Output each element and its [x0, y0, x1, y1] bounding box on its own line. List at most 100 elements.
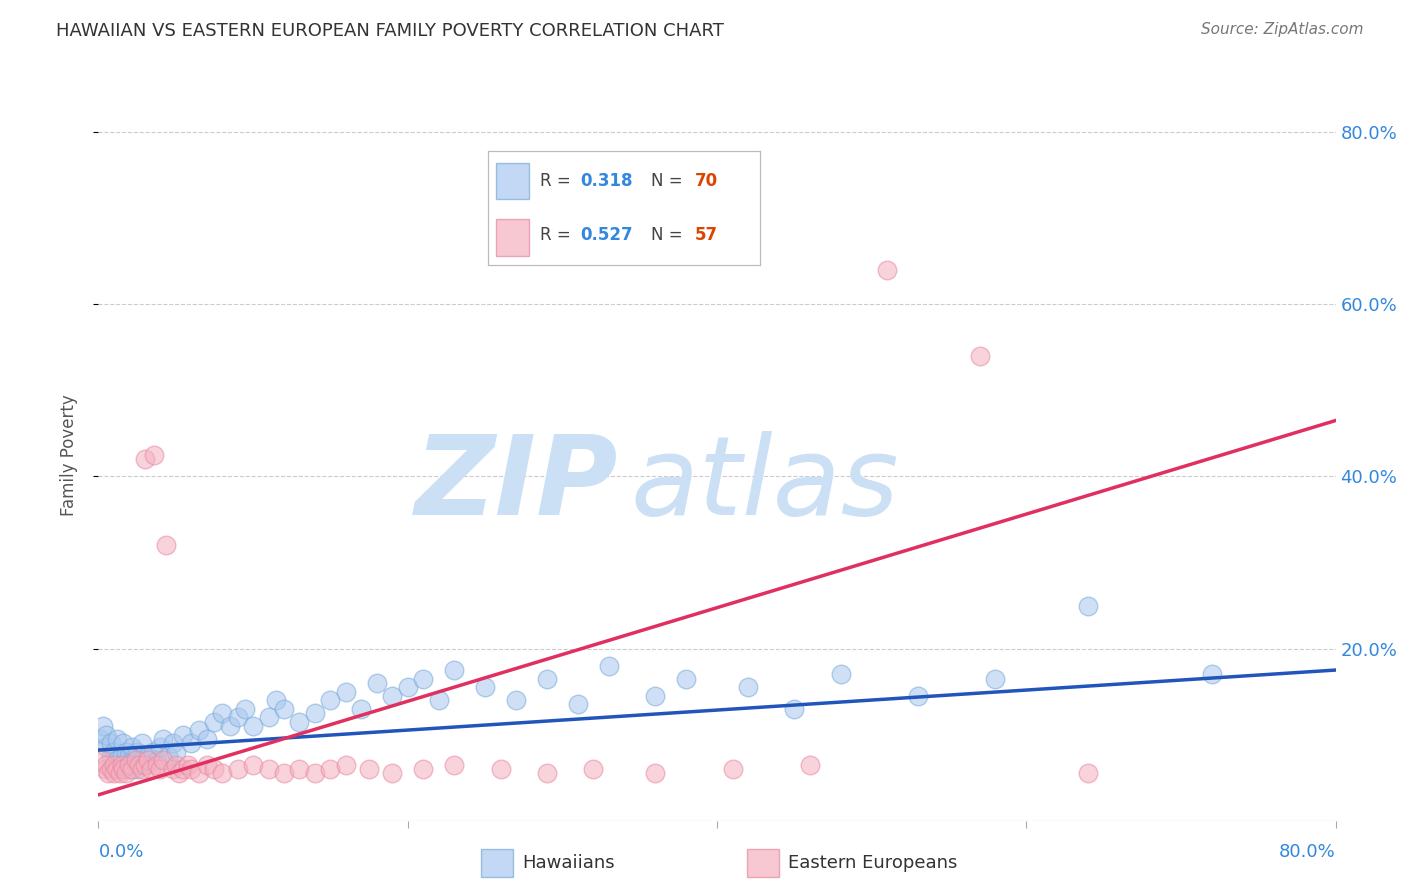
Point	[350, 702, 373, 716]
Point	[103, 757, 125, 772]
Point	[127, 745, 149, 759]
Point	[489, 762, 512, 776]
Point	[121, 762, 143, 776]
Point	[235, 702, 257, 716]
Point	[134, 757, 156, 772]
Point	[115, 745, 138, 759]
Point	[675, 672, 697, 686]
Text: 57: 57	[695, 227, 718, 244]
Point	[219, 719, 242, 733]
Point	[381, 766, 404, 780]
Point	[242, 719, 264, 733]
Point	[103, 757, 125, 772]
Point	[143, 448, 166, 462]
Point	[582, 762, 605, 776]
Point	[799, 757, 821, 772]
Point	[134, 757, 156, 772]
Point	[100, 762, 122, 776]
Text: atlas: atlas	[630, 431, 898, 538]
Point	[118, 757, 141, 772]
Point	[165, 745, 187, 759]
Point	[226, 710, 249, 724]
Point	[304, 766, 326, 780]
Point	[644, 689, 666, 703]
Point	[118, 749, 141, 764]
Point	[131, 736, 153, 750]
Point	[89, 731, 111, 746]
Point	[118, 762, 141, 776]
Point	[188, 723, 211, 738]
Text: R =: R =	[540, 172, 576, 190]
Point	[112, 736, 135, 750]
Point	[149, 740, 172, 755]
FancyBboxPatch shape	[481, 849, 513, 877]
Text: 0.318: 0.318	[581, 172, 633, 190]
Point	[211, 766, 233, 780]
Point	[134, 452, 156, 467]
Point	[131, 762, 153, 776]
Point	[319, 762, 342, 776]
Text: Source: ZipAtlas.com: Source: ZipAtlas.com	[1201, 22, 1364, 37]
Point	[157, 749, 180, 764]
Point	[105, 762, 128, 776]
Point	[146, 757, 169, 772]
Point	[188, 766, 211, 780]
Point	[204, 762, 226, 776]
Point	[90, 753, 112, 767]
Point	[108, 766, 131, 780]
Text: Hawaiians: Hawaiians	[522, 854, 614, 872]
Point	[783, 702, 806, 716]
Point	[907, 689, 929, 703]
Point	[149, 762, 172, 776]
Point	[366, 676, 388, 690]
Point	[211, 706, 233, 720]
Point	[91, 719, 114, 733]
Point	[969, 349, 991, 363]
Point	[1077, 766, 1099, 780]
Point	[97, 766, 120, 780]
Point	[146, 753, 169, 767]
Point	[830, 667, 852, 681]
Point	[139, 762, 162, 776]
Point	[644, 766, 666, 780]
Text: N =: N =	[651, 227, 689, 244]
Point	[335, 757, 357, 772]
Point	[136, 753, 159, 767]
Point	[273, 702, 295, 716]
Text: N =: N =	[651, 172, 689, 190]
FancyBboxPatch shape	[496, 219, 529, 256]
Text: HAWAIIAN VS EASTERN EUROPEAN FAMILY POVERTY CORRELATION CHART: HAWAIIAN VS EASTERN EUROPEAN FAMILY POVE…	[56, 22, 724, 40]
Point	[111, 757, 134, 772]
Point	[142, 745, 165, 759]
Point	[427, 693, 450, 707]
Point	[112, 762, 135, 776]
Point	[180, 736, 202, 750]
Text: 0.0%: 0.0%	[98, 843, 143, 861]
Point	[242, 757, 264, 772]
Point	[257, 710, 280, 724]
Text: 70: 70	[695, 172, 718, 190]
Point	[115, 766, 138, 780]
Point	[567, 698, 589, 712]
Point	[505, 693, 527, 707]
Point	[115, 757, 138, 772]
Point	[1201, 667, 1223, 681]
Point	[111, 749, 134, 764]
Point	[162, 762, 184, 776]
Point	[167, 766, 190, 780]
Point	[204, 714, 226, 729]
Point	[131, 753, 153, 767]
Point	[96, 757, 118, 772]
Point	[121, 740, 143, 755]
Point	[103, 766, 125, 780]
Point	[1077, 599, 1099, 613]
Point	[173, 762, 195, 776]
Point	[536, 766, 558, 780]
Point	[121, 753, 143, 767]
Point	[876, 263, 898, 277]
Point	[128, 757, 150, 772]
Point	[273, 766, 295, 780]
Point	[111, 762, 134, 776]
Point	[152, 753, 174, 767]
Text: R =: R =	[540, 227, 576, 244]
